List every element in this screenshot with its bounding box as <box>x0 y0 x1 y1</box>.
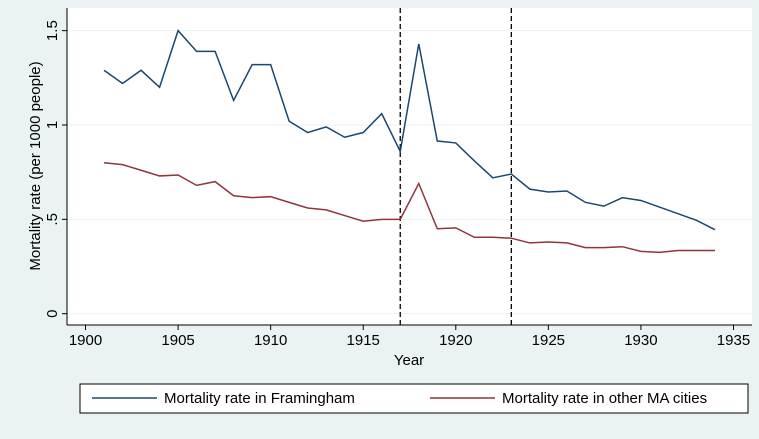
y-axis-title: Mortality rate (per 1000 people) <box>27 61 44 270</box>
series-line <box>103 29 716 231</box>
x-tick-label: 1915 <box>347 332 380 349</box>
x-axis-title: Year <box>394 352 424 369</box>
series-line <box>103 161 715 254</box>
legend-label: Mortality rate in Framingham <box>164 390 355 407</box>
y-tick-label: .5 <box>44 213 61 226</box>
x-tick-label: 1920 <box>439 332 472 349</box>
x-tick-label: 1905 <box>161 332 194 349</box>
plot-area <box>67 8 752 325</box>
y-tick-label: 1 <box>44 121 61 129</box>
x-tick-label: 1925 <box>532 332 565 349</box>
legend-label: Mortality rate in other MA cities <box>502 390 707 407</box>
legend <box>79 383 749 414</box>
x-tick-label: 1900 <box>69 332 102 349</box>
x-tick-label: 1935 <box>717 332 750 349</box>
x-tick-label: 1910 <box>254 332 287 349</box>
x-tick-label: 1930 <box>624 332 657 349</box>
y-tick-label: 1.5 <box>44 20 61 41</box>
y-tick-label: 0 <box>44 310 61 318</box>
